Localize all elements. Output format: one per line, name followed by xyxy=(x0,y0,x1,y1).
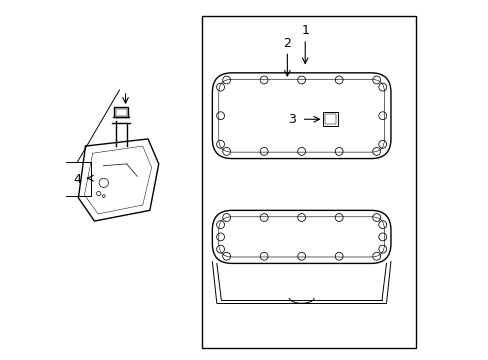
Bar xyxy=(324,114,336,124)
Text: 1: 1 xyxy=(301,24,308,37)
Bar xyxy=(201,16,415,348)
Bar xyxy=(63,162,91,196)
Text: 2: 2 xyxy=(283,37,291,50)
Bar xyxy=(114,107,128,117)
Text: 4: 4 xyxy=(73,173,81,186)
Bar xyxy=(323,112,337,126)
Bar xyxy=(116,109,126,116)
Text: 3: 3 xyxy=(288,113,296,126)
